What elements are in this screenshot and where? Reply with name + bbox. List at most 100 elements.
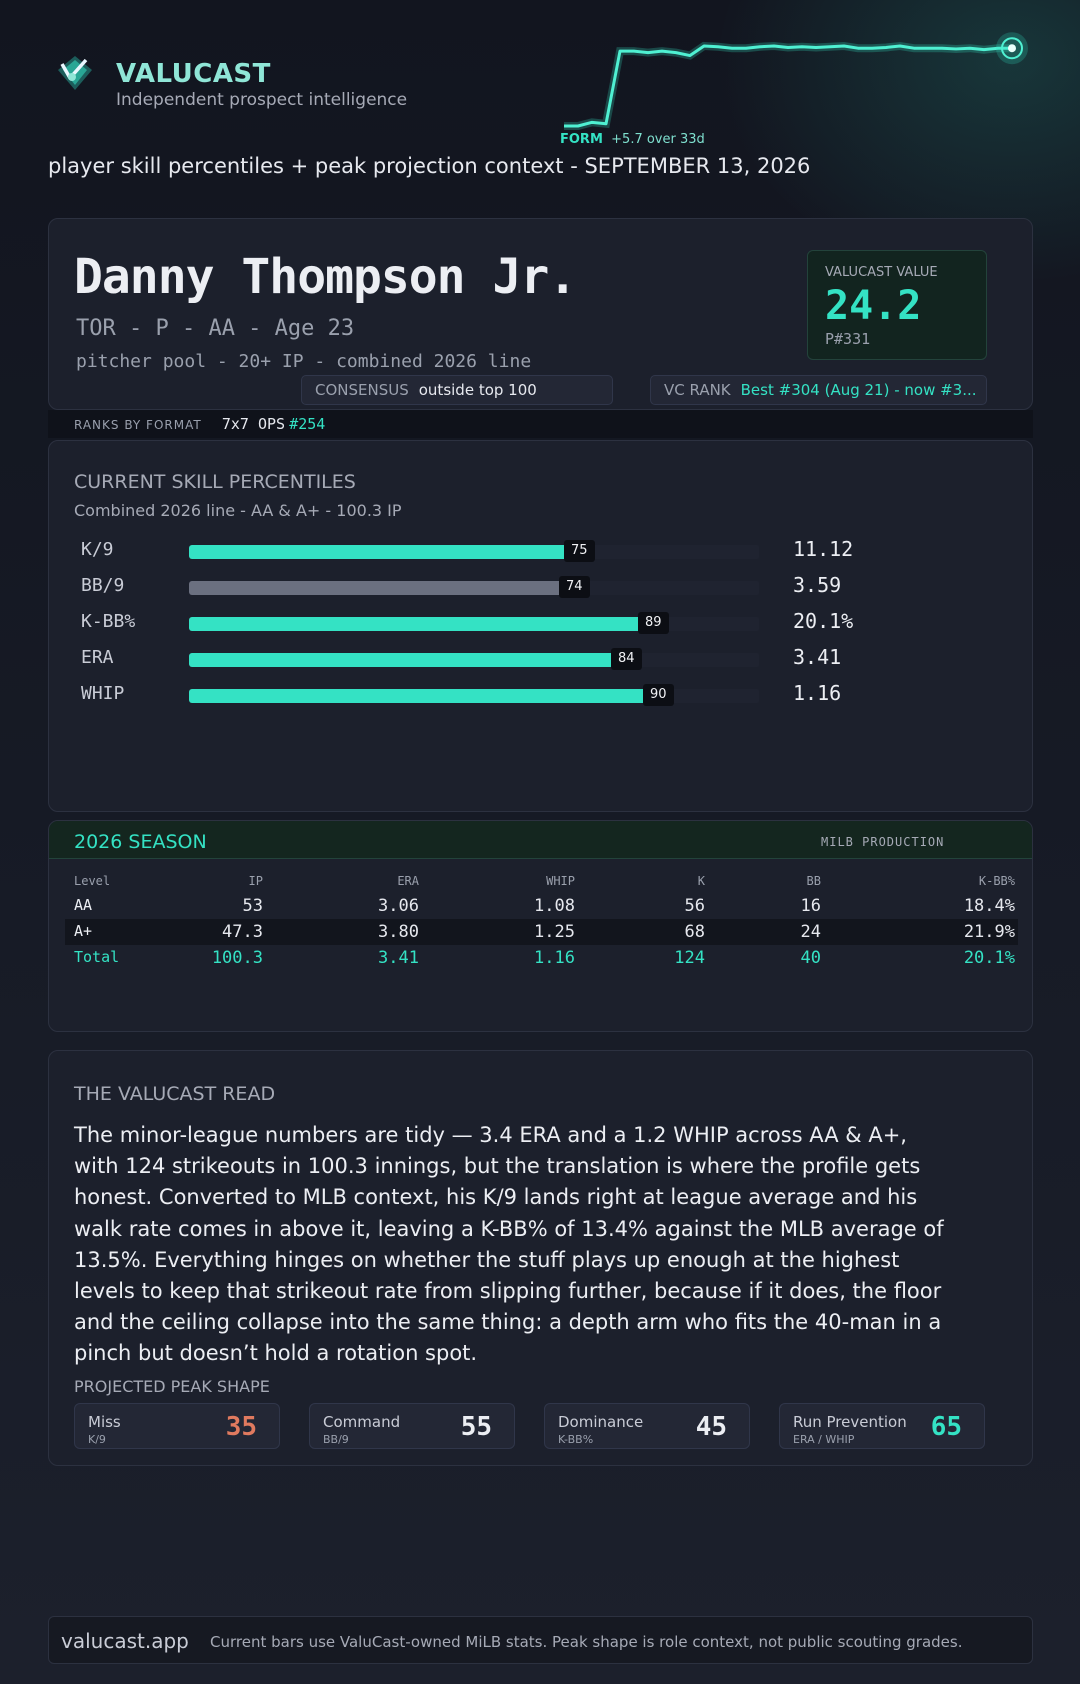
skill-bar-fill — [189, 545, 582, 559]
skill-label: ERA — [81, 647, 114, 668]
table-cell: ERA — [397, 874, 419, 888]
peak-name: Run Prevention — [793, 1413, 907, 1431]
skill-label: WHIP — [81, 683, 125, 704]
skill-bar-track: 74 — [189, 576, 759, 598]
skill-label: K/9 — [81, 539, 114, 560]
peak-tile: Dominance K-BB% 45 — [544, 1403, 750, 1449]
form-trend-glow — [564, 41, 1012, 130]
table-cell: 40 — [800, 948, 821, 968]
vc-rank-value: Best #304 (Aug 21) - now #3... — [740, 381, 977, 399]
skill-row: K/9 75 11.12 — [81, 535, 981, 565]
table-cell: 3.41 — [378, 948, 419, 968]
skill-value: 1.16 — [793, 681, 842, 705]
table-cell: 1.08 — [534, 896, 575, 916]
consensus-value: outside top 100 — [418, 381, 537, 399]
season-card: 2026 SEASON MILB PRODUCTION Level IP ERA WH… — [48, 820, 1033, 1032]
table-cell: 47.3 — [222, 922, 263, 942]
peak-value: 35 — [225, 1412, 257, 1442]
value-number: 24.2 — [825, 283, 922, 329]
skill-value: 3.59 — [793, 573, 842, 597]
table-cell: 100.3 — [211, 948, 263, 968]
peak-stat: K/9 — [88, 1433, 106, 1446]
skill-bar-fill — [189, 581, 577, 595]
page-subtitle: player skill percentiles + peak projecti… — [48, 154, 811, 178]
value-label: VALUCAST VALUE — [825, 265, 938, 280]
form-trend-sparkline — [564, 32, 1028, 130]
footer-site-link[interactable]: valucast.app — [61, 1629, 189, 1653]
skill-bar-track: 84 — [189, 648, 759, 670]
skill-percentile-chip: 84 — [611, 648, 642, 670]
table-cell: IP — [248, 874, 263, 888]
player-card: Danny Thompson Jr. TOR - P - AA - Age 23… — [48, 218, 1033, 410]
table-cell: 1.16 — [534, 948, 575, 968]
table-cell: 3.80 — [378, 922, 419, 942]
skill-bar-fill — [189, 617, 656, 631]
skill-percentiles-card: CURRENT SKILL PERCENTILES Combined 2026 … — [48, 440, 1033, 812]
form-endpoint-dot — [1008, 44, 1016, 53]
table-cell: A+ — [74, 922, 93, 940]
format-name: 7x7 OPS — [221, 415, 286, 433]
table-cell: Level — [74, 874, 111, 888]
skill-row: ERA 84 3.41 — [81, 643, 981, 673]
table-cell: 56 — [684, 896, 705, 916]
skill-row: BB/9 74 3.59 — [81, 571, 981, 601]
brand-tagline: Independent prospect intelligence — [116, 90, 408, 110]
table-cell: 18.4% — [963, 896, 1015, 916]
skill-bar-track: 89 — [189, 612, 759, 634]
skill-row: K-BB% 89 20.1% — [81, 607, 981, 637]
format-rank: #254 — [289, 415, 326, 433]
consensus-label: CONSENSUS — [315, 381, 409, 399]
skill-label: K-BB% — [81, 611, 136, 632]
peak-value: 65 — [930, 1412, 962, 1442]
valucast-value-box: VALUCAST VALUE 24.2 P#331 — [807, 250, 987, 360]
consensus-pill: CONSENSUS outside top 100 — [301, 375, 613, 405]
format-strip-label: RANKS BY FORMAT — [74, 418, 202, 432]
table-cell: K-BB% — [978, 874, 1015, 888]
table-cell: AA — [74, 896, 93, 914]
peak-tile: Run Prevention ERA / WHIP 65 — [779, 1403, 985, 1449]
skill-percentile-chip: 89 — [638, 612, 669, 634]
peak-title: PROJECTED PEAK SHAPE — [74, 1377, 270, 1396]
form-trend-line — [564, 44, 1012, 128]
peak-value: 55 — [460, 1412, 492, 1442]
form-endpoint-ring — [1001, 37, 1023, 60]
table-cell: 16 — [800, 896, 821, 916]
peak-tile: Command BB/9 55 — [309, 1403, 515, 1449]
form-label: FORM +5.7 over 33d — [560, 132, 705, 147]
season-table-header: Level IP ERA WHIP K BB K-BB% — [65, 867, 1018, 893]
footer-note: Current bars use ValuCast-owned MiLB sta… — [210, 1633, 963, 1651]
footer: valucast.app Current bars use ValuCast-o… — [48, 1616, 1033, 1664]
brand: VALUCAST Independent prospect intelligen… — [56, 52, 407, 110]
table-cell: Total — [74, 948, 120, 966]
player-meta: TOR - P - AA - Age 23 — [76, 316, 355, 341]
season-header: 2026 SEASON MILB PRODUCTION — [49, 821, 1032, 859]
skill-bar-track: 90 — [189, 684, 759, 706]
table-cell: 21.9% — [963, 922, 1015, 942]
form-label-text: FORM — [560, 132, 603, 147]
table-cell: 3.06 — [378, 896, 419, 916]
valucast-logo-icon — [58, 56, 92, 90]
skill-value: 11.12 — [793, 537, 854, 561]
player-name: Danny Thompson Jr. — [74, 249, 577, 305]
skill-percentile-chip: 74 — [559, 576, 590, 598]
table-cell: K — [697, 874, 705, 888]
peak-value: 45 — [695, 1412, 727, 1442]
skill-bar-track: 75 — [189, 540, 759, 562]
skill-label: BB/9 — [81, 575, 125, 596]
form-change: +5.7 over 33d — [611, 132, 705, 147]
peak-name: Command — [323, 1413, 401, 1431]
peak-name: Miss — [88, 1413, 121, 1431]
skill-value: 20.1% — [793, 609, 854, 633]
season-tag: MILB PRODUCTION — [821, 835, 945, 849]
season-total-row: Total 100.3 3.41 1.16 124 40 20.1% — [65, 945, 1018, 971]
table-cell: 68 — [684, 922, 705, 942]
table-cell: WHIP — [546, 874, 575, 888]
skill-row: WHIP 90 1.16 — [81, 679, 981, 709]
skill-percentile-chip: 75 — [564, 540, 595, 562]
peak-name: Dominance — [558, 1413, 644, 1431]
vc-rank-pill: VC RANK Best #304 (Aug 21) - now #3... — [650, 375, 987, 405]
peak-tile: Miss K/9 35 — [74, 1403, 280, 1449]
skills-subtitle: Combined 2026 line - AA & A+ - 100.3 IP — [74, 501, 402, 520]
peak-stat: ERA / WHIP — [793, 1433, 855, 1446]
table-cell: 124 — [674, 948, 705, 968]
